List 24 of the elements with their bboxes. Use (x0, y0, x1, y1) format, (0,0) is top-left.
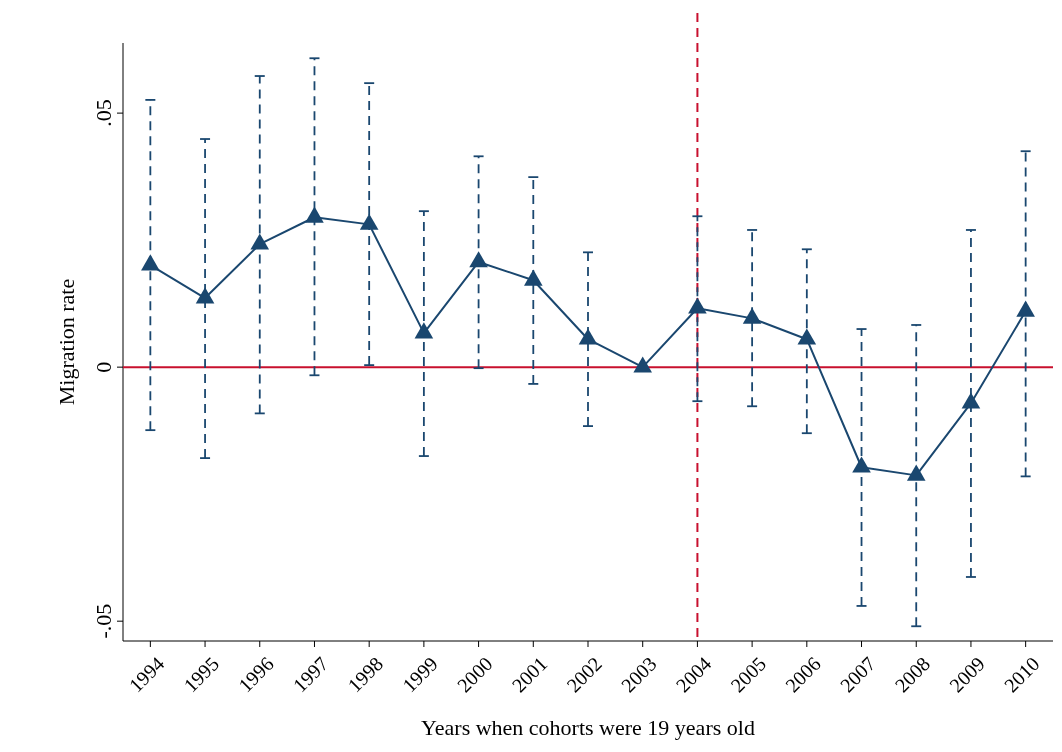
point (742, 307, 762, 324)
y-axis-title: Migration rate (54, 278, 79, 406)
point (1016, 300, 1035, 317)
point (852, 456, 871, 473)
point (633, 356, 653, 373)
point (359, 213, 379, 230)
point (906, 464, 926, 481)
point (523, 269, 543, 286)
x-axis-title: Years when cohorts were 19 years old (421, 715, 755, 740)
y-tick-label: 0 (91, 361, 116, 373)
point (578, 328, 598, 345)
point (195, 287, 215, 304)
y-tick-label: -.05 (91, 603, 116, 639)
x-tick-label: 1998 (343, 652, 388, 697)
x-tick-label: 1999 (398, 652, 442, 697)
point (797, 328, 817, 345)
point (961, 392, 981, 409)
point (469, 251, 488, 268)
point (305, 206, 324, 223)
y-tick-label: .05 (91, 99, 116, 127)
point (414, 322, 434, 339)
point (688, 297, 707, 314)
point (250, 233, 270, 250)
point (141, 254, 160, 271)
